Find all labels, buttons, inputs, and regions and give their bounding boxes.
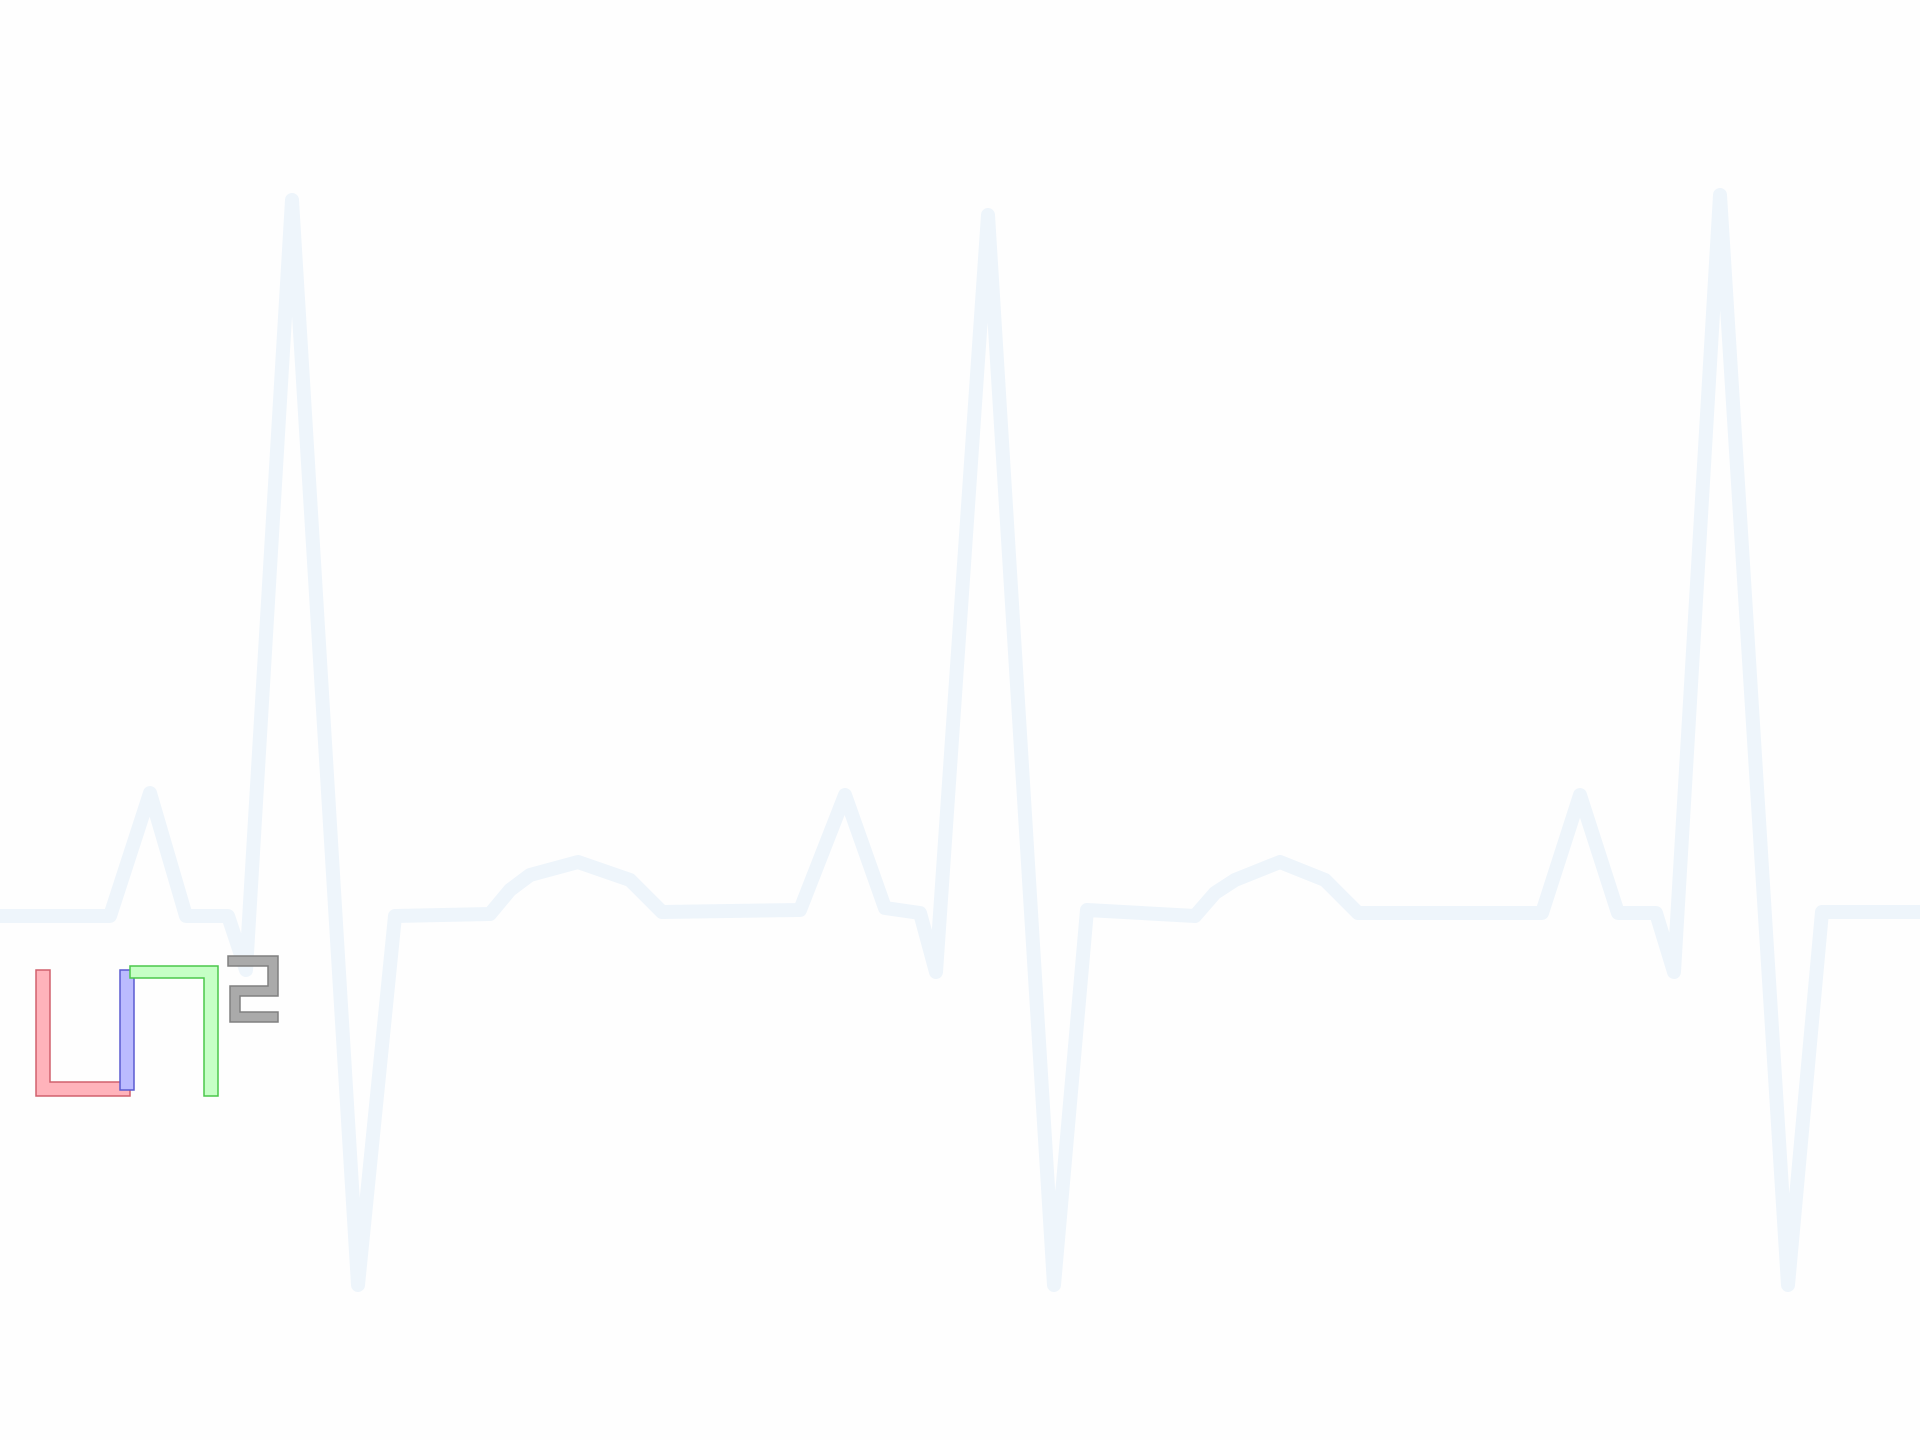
logo-superscript-two (227, 955, 279, 1023)
logo-green-segment (129, 965, 219, 1097)
ecg-waveform (0, 188, 1920, 1292)
logo (35, 955, 279, 1097)
logo-blue-segment (119, 969, 135, 1091)
